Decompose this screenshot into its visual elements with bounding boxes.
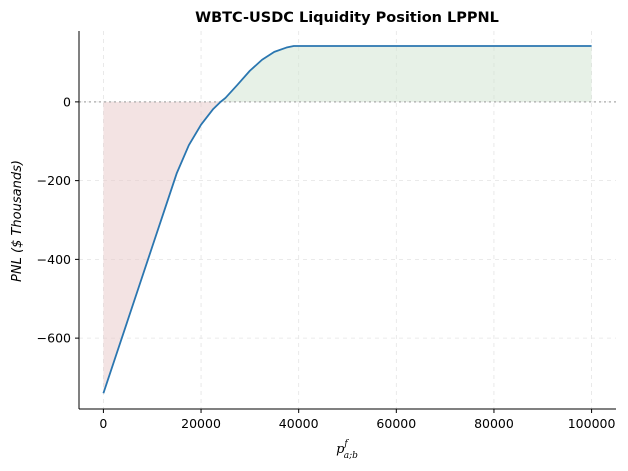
y-tick-label: −200 xyxy=(37,173,71,188)
x-tick-label: 20000 xyxy=(181,416,221,431)
axes-layer xyxy=(78,31,616,410)
x-tick-label: 0 xyxy=(99,416,107,431)
x-tick-label: 40000 xyxy=(279,416,319,431)
x-axis-label: pf a;b xyxy=(336,439,358,461)
series-layer xyxy=(102,45,592,394)
y-tick-label: −400 xyxy=(37,252,71,267)
y-axis-label: PNL ($ Thousands) xyxy=(10,160,25,282)
x-tick-label: 80000 xyxy=(474,416,514,431)
y-tick-label: −600 xyxy=(37,331,71,346)
chart-title: WBTC-USDC Liquidity Position LPPNL xyxy=(195,10,499,26)
y-tick-label: 0 xyxy=(63,94,71,109)
x-axis-label-sup: f xyxy=(343,439,349,449)
x-axis-label-sub: a;b xyxy=(344,451,358,461)
profit-area xyxy=(220,45,592,102)
ticks-layer: 0 20000 40000 60000 80000 100000 −600 −400 −200 0 xyxy=(37,94,616,431)
loss-area xyxy=(103,101,221,394)
x-tick-label: 100000 xyxy=(568,416,616,431)
x-axis-label-base: p xyxy=(336,442,345,457)
series-line xyxy=(102,45,592,394)
fill-layer xyxy=(103,45,592,394)
x-tick-label: 60000 xyxy=(376,416,416,431)
